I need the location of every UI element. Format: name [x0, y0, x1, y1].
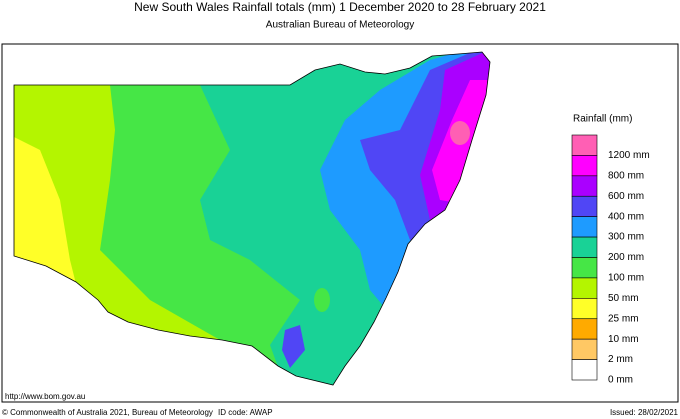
legend-swatch [571, 134, 598, 156]
legend: 1200 mm 800 mm 600 mm 400 mm 300 mm 200 mm 100… [571, 134, 650, 386]
legend-label: 400 mm [608, 211, 644, 222]
legend-swatch [571, 338, 598, 360]
legend-swatch [571, 359, 598, 381]
legend-title: Rainfall (mm) [573, 114, 632, 125]
legend-swatch [571, 155, 598, 177]
legend-label: 0 mm [608, 375, 633, 386]
legend-swatch [571, 216, 598, 238]
legend-label: 50 mm [608, 293, 639, 304]
legend-swatch [571, 318, 598, 340]
legend-label: 600 mm [608, 191, 644, 202]
legend-swatch [571, 236, 598, 258]
id-code: ID code: AWAP [218, 408, 273, 417]
legend-label: 800 mm [608, 170, 644, 181]
title: New South Wales Rainfall totals (mm) 1 D… [134, 0, 546, 14]
legend-label: 10 mm [608, 334, 639, 345]
legend-swatch [571, 195, 598, 217]
legend-label: 25 mm [608, 313, 639, 324]
legend-label: 1200 mm [608, 150, 650, 161]
issued: Issued: 28/02/2021 [610, 408, 679, 417]
legend-label: 200 mm [608, 252, 644, 263]
legend-swatch [571, 175, 598, 197]
legend-label: 100 mm [608, 273, 644, 284]
map-frame [1, 43, 679, 403]
url: http://www.bom.gov.au [5, 392, 85, 401]
copyright: © Commonwealth of Australia 2021, Bureau… [2, 408, 213, 417]
legend-swatch [571, 298, 598, 320]
legend-swatch [571, 257, 598, 279]
subtitle: Australian Bureau of Meteorology [266, 20, 414, 31]
legend-swatch [571, 277, 598, 299]
legend-label: 2 mm [608, 354, 633, 365]
legend-label: 300 mm [608, 232, 644, 243]
